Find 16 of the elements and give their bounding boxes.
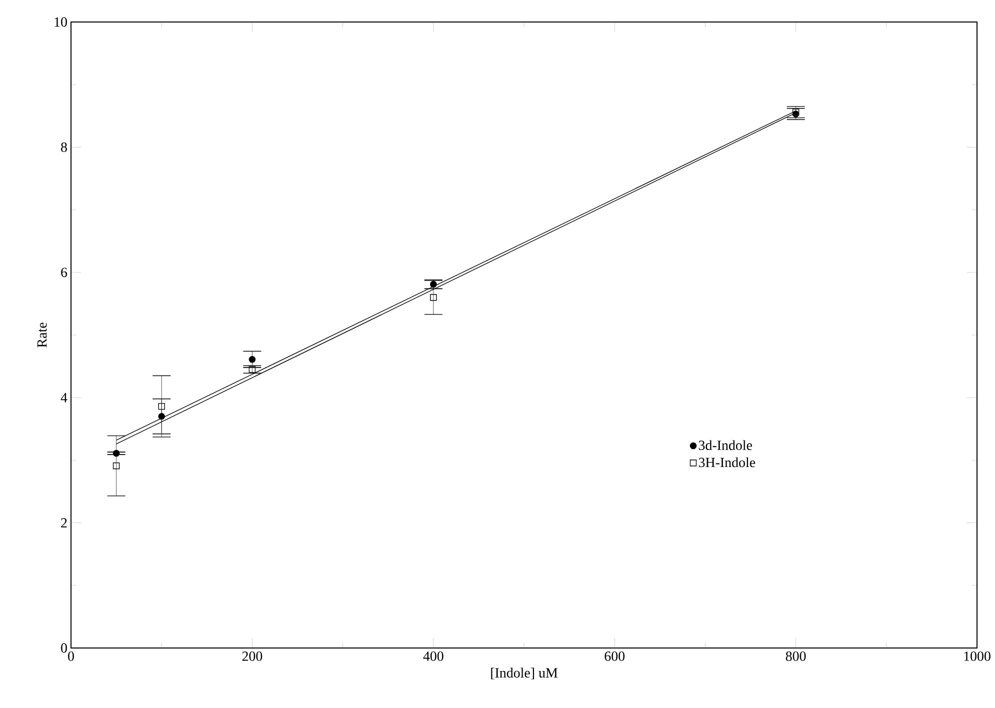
y-tick-label: 10	[54, 17, 67, 27]
x-tick-label: 800	[786, 652, 806, 661]
x-tick-label: 200	[242, 652, 262, 661]
x-tick-label: 600	[604, 652, 625, 661]
x-tick-label: 1000	[964, 652, 990, 661]
y-tick-label: 8	[61, 142, 67, 152]
x-tick-label: 400	[423, 652, 444, 661]
legend-label: 3H-Indole	[698, 457, 756, 468]
y-tick-label: 4	[60, 393, 68, 402]
y-tick-label: 2	[61, 518, 67, 528]
y-tick-label: 0	[61, 643, 67, 653]
y-tick-label: 6	[61, 268, 68, 278]
x-axis-title: [Indole] uM	[491, 668, 558, 680]
legend-label: 3d-Indole	[698, 440, 752, 450]
y-axis-title: Rate	[37, 322, 47, 348]
x-tick-label: 0	[68, 652, 74, 661]
